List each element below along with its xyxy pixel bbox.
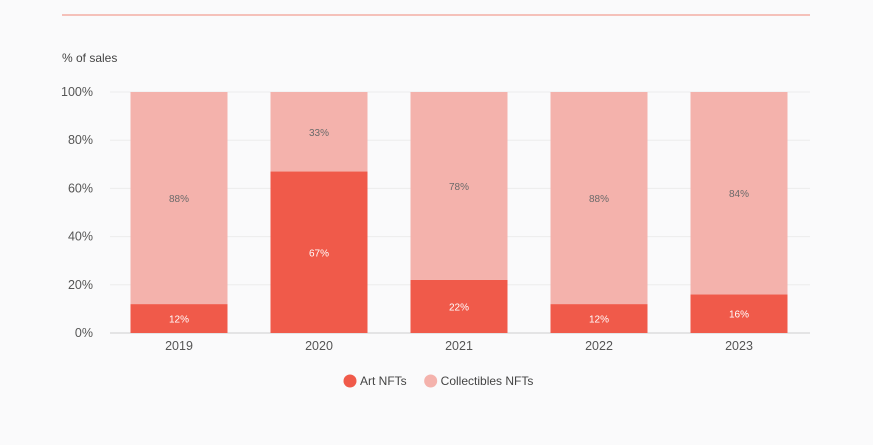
data-label: 33% bbox=[309, 128, 329, 139]
y-tick-label: 20% bbox=[68, 278, 93, 292]
x-tick-label: 2022 bbox=[585, 339, 613, 353]
x-tick-label: 2021 bbox=[445, 339, 473, 353]
y-axis-ticks: 0% 20% 40% 60% 80% 100% bbox=[61, 85, 93, 340]
x-tick-label: 2020 bbox=[305, 339, 333, 353]
x-tick-label: 2019 bbox=[165, 339, 193, 353]
bar-segment bbox=[130, 92, 228, 305]
data-label: 22% bbox=[449, 302, 469, 313]
data-label: 67% bbox=[309, 248, 329, 259]
bar-segment bbox=[410, 279, 508, 333]
y-tick-label: 100% bbox=[61, 85, 93, 99]
data-label: 12% bbox=[169, 315, 189, 326]
legend-label: Art NFTs bbox=[360, 374, 407, 388]
bar-segment bbox=[270, 171, 368, 333]
y-tick-label: 60% bbox=[68, 181, 93, 195]
data-label: 88% bbox=[589, 194, 609, 205]
bar-segment bbox=[270, 92, 368, 172]
legend-swatch bbox=[424, 374, 438, 388]
bar-segment bbox=[690, 92, 788, 295]
bars: 12% 88% 67% 33% 22% 78% 12% 88% 16% 84% bbox=[130, 92, 788, 333]
bar-segment bbox=[130, 304, 228, 333]
data-label: 16% bbox=[729, 310, 749, 321]
bar-segment bbox=[550, 92, 648, 305]
y-tick-label: 80% bbox=[68, 133, 93, 147]
y-tick-label: 40% bbox=[68, 230, 93, 244]
bar-segment bbox=[690, 294, 788, 333]
data-label: 84% bbox=[729, 189, 749, 200]
bar-segment bbox=[410, 92, 508, 280]
legend-swatch bbox=[343, 374, 357, 388]
x-tick-label: 2023 bbox=[725, 339, 753, 353]
y-tick-label: 0% bbox=[75, 326, 93, 340]
bar-segment bbox=[550, 304, 648, 333]
data-label: 88% bbox=[169, 194, 189, 205]
x-axis-ticks: 2019 2020 2021 2022 2023 bbox=[165, 339, 753, 353]
data-label: 78% bbox=[449, 182, 469, 193]
y-axis-label: % of sales bbox=[62, 51, 117, 65]
legend: Art NFTs Collectibles NFTs bbox=[343, 374, 534, 388]
data-label: 12% bbox=[589, 315, 609, 326]
legend-label: Collectibles NFTs bbox=[441, 374, 534, 388]
